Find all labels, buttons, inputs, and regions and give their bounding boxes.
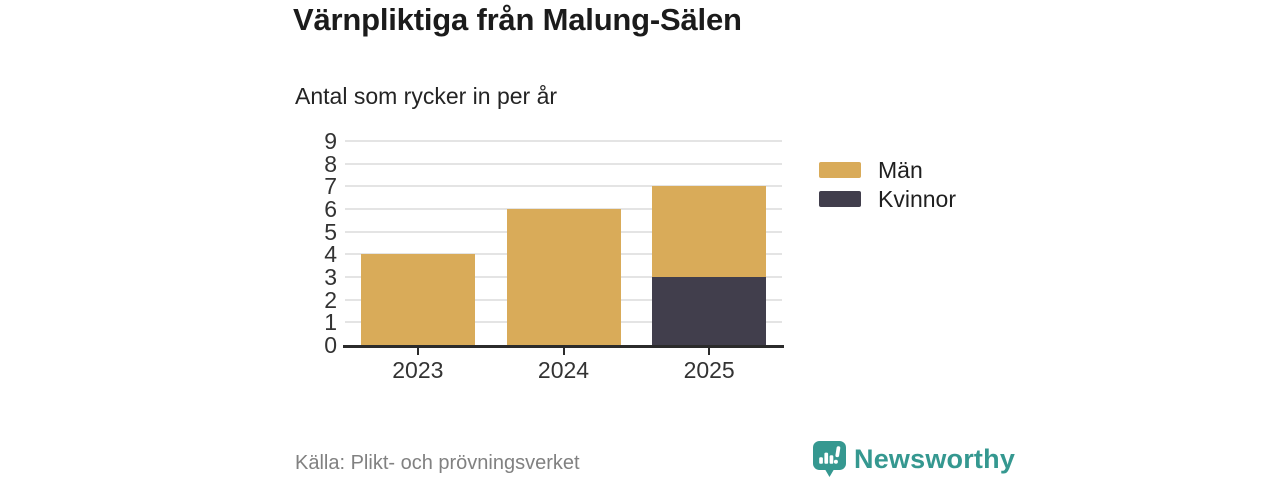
legend-swatch bbox=[819, 162, 861, 178]
legend-item-kvinnor[interactable]: Kvinnor bbox=[819, 187, 956, 211]
y-axis-tick-label: 3 bbox=[324, 264, 337, 290]
gridline bbox=[345, 162, 782, 165]
newsworthy-logo[interactable]: Newsworthy bbox=[813, 441, 1015, 477]
bar-segment-man-2024[interactable] bbox=[506, 209, 621, 345]
legend-label: Kvinnor bbox=[878, 186, 956, 212]
chart-title: Värnpliktiga från Malung-Sälen bbox=[293, 2, 742, 37]
bar-segment-kvinnor-2025[interactable] bbox=[652, 277, 767, 345]
newsworthy-logo-text: Newsworthy bbox=[854, 443, 1016, 474]
y-axis-tick-label: 0 bbox=[324, 332, 337, 358]
x-axis-tick bbox=[562, 348, 565, 355]
newsworthy-logo-icon bbox=[813, 441, 846, 477]
legend-item-man[interactable]: Män bbox=[819, 158, 956, 182]
x-axis-tick-label: 2023 bbox=[392, 357, 444, 383]
y-axis-tick-label: 9 bbox=[324, 128, 337, 154]
x-axis-line bbox=[343, 345, 784, 348]
legend: Män Kvinnor bbox=[819, 158, 956, 216]
x-axis-tick-label: 2024 bbox=[537, 357, 590, 383]
legend-label: Män bbox=[878, 157, 923, 183]
plot-area bbox=[343, 140, 784, 355]
y-axis-tick-label: 1 bbox=[324, 309, 337, 336]
y-axis-tick-label: 5 bbox=[324, 218, 337, 245]
x-axis-labels: 2023 2024 2025 bbox=[345, 356, 782, 384]
x-axis-tick bbox=[416, 348, 419, 355]
gridline bbox=[345, 185, 782, 188]
y-axis-tick-label: 4 bbox=[324, 241, 337, 268]
y-axis-tick-label: 6 bbox=[324, 196, 337, 222]
y-axis-tick-label: 8 bbox=[324, 150, 337, 177]
bar-segment-man-2025[interactable] bbox=[652, 186, 767, 277]
y-axis-tick-label: 2 bbox=[324, 286, 337, 313]
x-axis-tick-label: 2025 bbox=[683, 357, 735, 383]
source-note: Källa: Plikt- och prövningsverket bbox=[295, 452, 580, 474]
bar-segment-man-2023[interactable] bbox=[360, 254, 475, 345]
chart-subtitle: Antal som rycker in per år bbox=[295, 83, 558, 109]
gridline bbox=[345, 140, 782, 142]
legend-swatch bbox=[819, 191, 861, 207]
x-axis-tick bbox=[708, 348, 711, 355]
y-axis-tick-label: 7 bbox=[324, 173, 337, 200]
